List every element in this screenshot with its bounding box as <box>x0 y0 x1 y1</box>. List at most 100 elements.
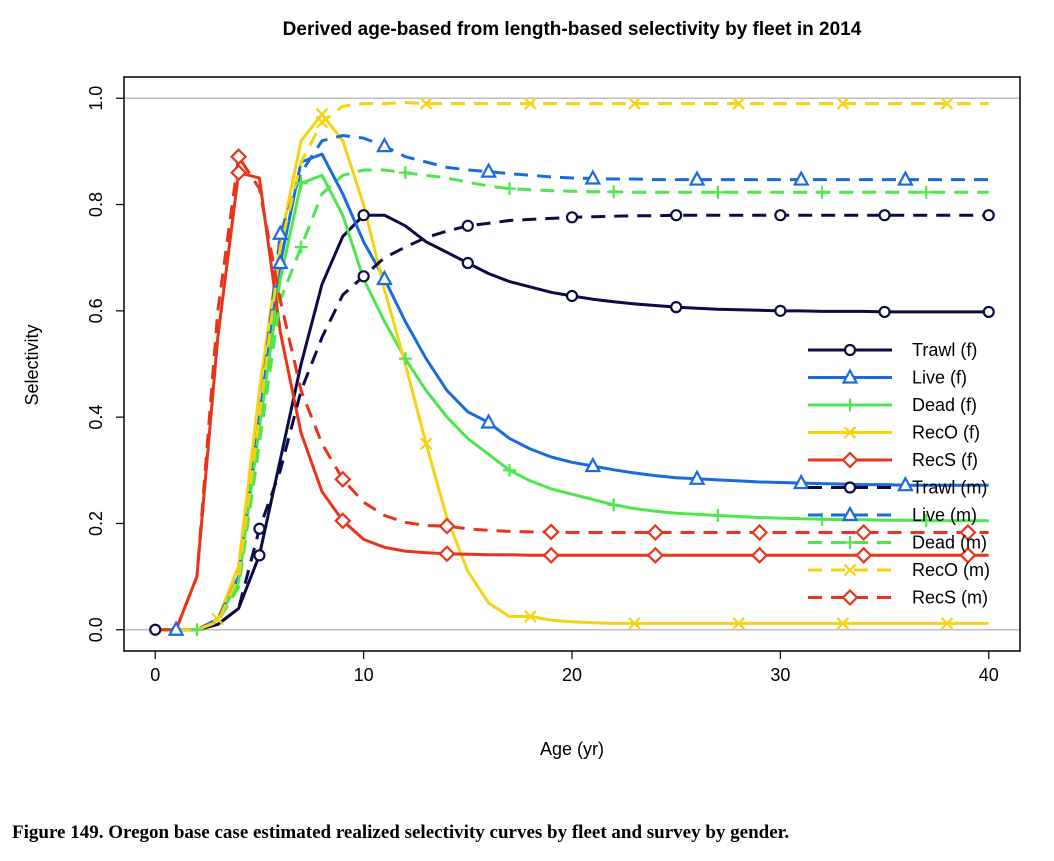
data-point-marker <box>940 617 954 630</box>
series-lines <box>155 101 989 632</box>
data-point-marker <box>438 545 456 563</box>
x-tick-label: 40 <box>979 665 999 685</box>
series-line-4 <box>155 171 989 632</box>
series-line-3 <box>155 112 989 632</box>
series-markers <box>149 97 995 637</box>
data-point-marker <box>438 517 456 535</box>
data-point-marker <box>271 224 289 240</box>
data-point-marker <box>750 546 769 564</box>
data-point-marker <box>315 115 329 129</box>
data-point-marker <box>502 182 516 196</box>
data-point-marker <box>334 470 352 488</box>
data-point-marker <box>919 514 933 528</box>
data-point-marker <box>959 523 977 542</box>
data-point-marker <box>897 170 914 186</box>
data-point-marker <box>524 97 537 110</box>
data-point-marker <box>940 97 954 110</box>
data-point-marker <box>357 209 370 222</box>
legend-label: Trawl (f) <box>912 340 977 360</box>
x-tick-label: 30 <box>770 665 790 685</box>
data-point-marker <box>688 170 706 186</box>
data-point-marker <box>565 211 579 224</box>
selectivity-chart: Derived age-based from length-based sele… <box>22 19 1021 759</box>
data-point-marker <box>461 256 474 270</box>
series-line-9 <box>155 155 989 632</box>
legend-label: RecO (f) <box>912 423 980 443</box>
data-point-marker <box>750 523 769 542</box>
data-point-marker <box>271 253 289 270</box>
series-line-6 <box>155 134 989 632</box>
data-point-marker <box>190 623 204 637</box>
legend-item: Live (m) <box>808 505 977 525</box>
legend-marker <box>841 451 859 469</box>
data-point-marker <box>542 546 560 564</box>
data-point-marker <box>607 185 621 199</box>
data-point-marker <box>792 473 810 490</box>
data-point-marker <box>774 304 787 317</box>
data-point-marker <box>230 164 248 182</box>
legend-label: Dead (f) <box>912 395 977 415</box>
series-line-8 <box>155 101 989 632</box>
data-point-marker <box>584 169 602 185</box>
legend: Trawl (f) Live (f) Dead (f) RecO (f) RecS (f… <box>808 340 990 608</box>
reference-lines <box>124 97 1020 631</box>
data-point-marker <box>376 136 393 153</box>
data-point-marker <box>419 97 433 110</box>
data-point-marker <box>836 617 850 630</box>
data-point-marker <box>628 617 641 630</box>
data-point-marker <box>982 209 995 222</box>
legend-marker <box>841 588 859 607</box>
x-tick-label: 10 <box>354 665 374 685</box>
legend-label: Live (f) <box>912 368 967 388</box>
y-tick-label: 1.0 <box>86 86 106 111</box>
data-point-marker <box>211 612 225 626</box>
data-point-marker <box>959 546 977 564</box>
data-point-marker <box>878 209 891 222</box>
data-point-marker <box>149 623 162 636</box>
legend-label: Live (m) <box>912 505 977 525</box>
y-tick-label: 0.6 <box>86 298 106 323</box>
legend-marker <box>841 368 859 384</box>
legend-label: Dead (m) <box>912 533 987 553</box>
y-axis-label: Selectivity <box>22 324 42 405</box>
legend-item: Live (f) <box>808 368 967 388</box>
data-point-marker <box>480 162 497 178</box>
data-point-marker <box>815 185 829 199</box>
data-point-marker <box>815 512 829 526</box>
data-point-marker <box>524 610 537 623</box>
data-point-marker <box>878 305 891 319</box>
data-point-marker <box>711 185 725 199</box>
data-point-marker <box>646 523 664 542</box>
y-axis: 0.0 0.2 0.4 0.6 0.8 1.0 <box>86 86 124 642</box>
legend-label: RecO (m) <box>912 560 990 580</box>
data-point-marker <box>461 219 474 232</box>
legend-marker <box>843 343 857 357</box>
legend-marker <box>843 563 857 577</box>
data-point-marker <box>253 549 266 562</box>
data-point-marker <box>732 617 745 630</box>
data-point-marker <box>398 352 412 366</box>
x-axis: 0 10 20 30 40 <box>150 651 999 685</box>
data-point-marker <box>542 523 560 541</box>
data-point-marker <box>584 456 602 473</box>
data-point-marker <box>607 498 621 512</box>
series-line-7 <box>155 168 989 632</box>
y-tick-label: 0.8 <box>86 192 106 217</box>
legend-item: RecS (m) <box>808 588 988 608</box>
data-point-marker <box>565 289 579 303</box>
y-tick-label: 0.4 <box>86 405 106 430</box>
data-point-marker <box>670 301 683 314</box>
y-tick-label: 0.2 <box>86 511 106 536</box>
legend-item: RecO (f) <box>808 423 980 443</box>
data-point-marker <box>294 176 308 190</box>
data-point-marker <box>398 166 412 180</box>
data-point-marker <box>792 170 810 186</box>
legend-marker <box>843 481 857 494</box>
data-point-marker <box>357 270 370 283</box>
data-point-marker <box>670 209 683 222</box>
legend-item: Dead (f) <box>808 395 977 415</box>
legend-label: RecS (m) <box>912 588 988 608</box>
data-point-marker <box>628 97 641 110</box>
x-tick-label: 0 <box>150 665 160 685</box>
legend-item: Trawl (m) <box>808 478 987 498</box>
